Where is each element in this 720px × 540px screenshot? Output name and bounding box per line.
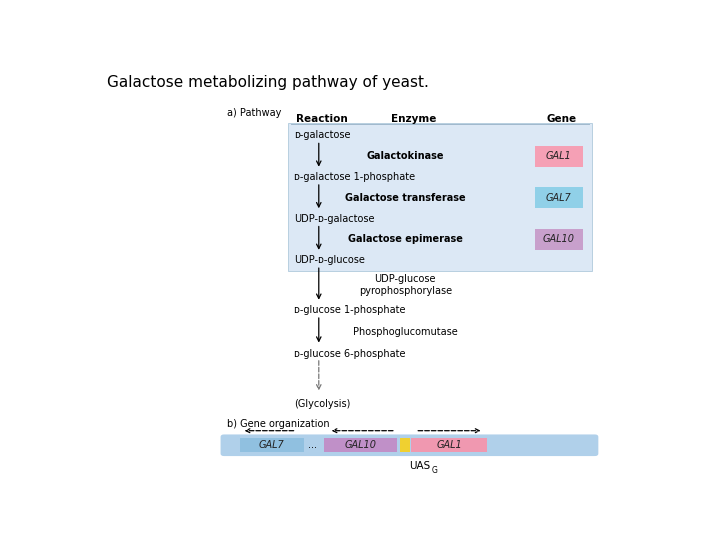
Text: Galactose transferase: Galactose transferase (345, 193, 466, 203)
FancyBboxPatch shape (400, 438, 410, 453)
Text: GAL10: GAL10 (543, 234, 575, 245)
Text: Phosphoglucomutase: Phosphoglucomutase (353, 327, 458, 337)
FancyBboxPatch shape (535, 146, 582, 167)
FancyBboxPatch shape (411, 438, 487, 453)
Text: Galactose epimerase: Galactose epimerase (348, 234, 463, 245)
Text: Reaction: Reaction (296, 114, 348, 124)
Text: Galactose metabolizing pathway of yeast.: Galactose metabolizing pathway of yeast. (107, 75, 428, 90)
Text: b) Gene organization: b) Gene organization (227, 419, 329, 429)
Text: ᴅ-galactose 1-phosphate: ᴅ-galactose 1-phosphate (294, 172, 415, 182)
FancyBboxPatch shape (220, 435, 598, 456)
Text: a) Pathway: a) Pathway (227, 109, 281, 118)
Text: ᴅ-galactose: ᴅ-galactose (294, 131, 350, 140)
Text: (Glycolysis): (Glycolysis) (294, 399, 350, 409)
Text: GAL7: GAL7 (546, 193, 572, 203)
FancyBboxPatch shape (535, 229, 582, 250)
Text: GAL1: GAL1 (436, 440, 462, 450)
Text: Enzyme: Enzyme (391, 114, 436, 124)
Text: G: G (431, 466, 437, 475)
Text: GAL1: GAL1 (546, 151, 572, 161)
Text: ᴅ-glucose 1-phosphate: ᴅ-glucose 1-phosphate (294, 305, 405, 315)
Text: UDP-glucose
pyrophosphorylase: UDP-glucose pyrophosphorylase (359, 274, 452, 296)
Text: UDP-ᴅ-glucose: UDP-ᴅ-glucose (294, 255, 364, 265)
Text: Galactokinase: Galactokinase (366, 151, 444, 161)
Text: Gene: Gene (546, 114, 577, 124)
FancyBboxPatch shape (288, 123, 593, 271)
Text: ᴅ-glucose 6-phosphate: ᴅ-glucose 6-phosphate (294, 349, 405, 359)
FancyBboxPatch shape (324, 438, 397, 453)
FancyBboxPatch shape (240, 438, 304, 453)
FancyBboxPatch shape (535, 187, 582, 208)
Text: UAS: UAS (409, 462, 431, 471)
Text: GAL7: GAL7 (258, 440, 284, 450)
Text: UDP-ᴅ-galactose: UDP-ᴅ-galactose (294, 214, 374, 224)
Text: ...: ... (307, 440, 317, 450)
Text: GAL10: GAL10 (345, 440, 377, 450)
